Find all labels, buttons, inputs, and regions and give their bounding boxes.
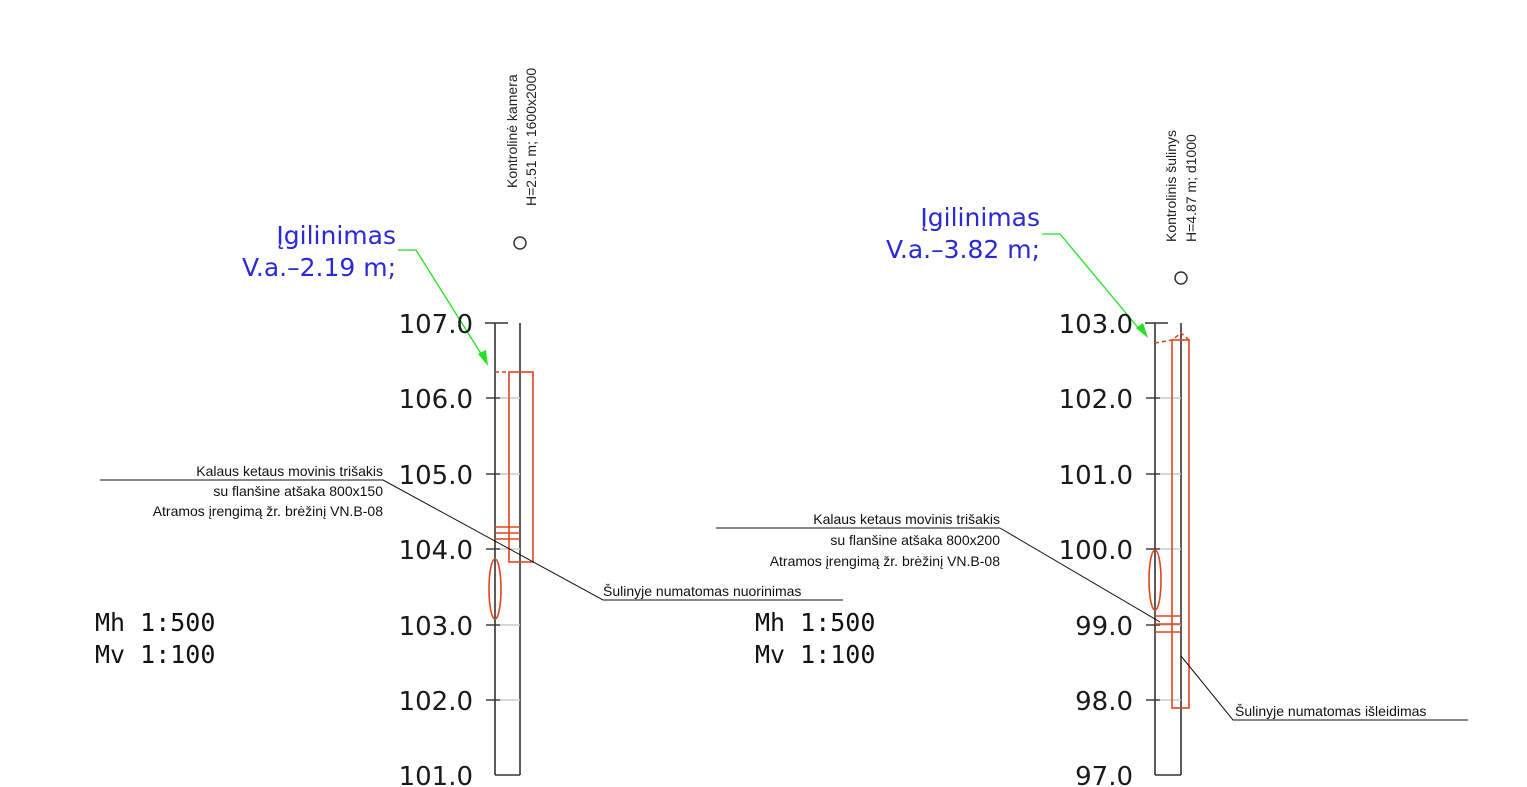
left-tick-label: 104.0	[399, 536, 473, 566]
left-leader-line	[398, 249, 486, 361]
right-deepening-label: Įgilinimas	[920, 203, 1040, 232]
left-note-line2: su flanšine atšaka 800x150	[213, 483, 383, 499]
right-leader-line	[1042, 233, 1141, 331]
right-note-line1: Kalaus ketaus movinis trišakis	[813, 511, 1000, 527]
left-title-line2: H=2.51 m; 1600x2000	[523, 68, 539, 206]
right-tick-label: 100.0	[1059, 536, 1133, 566]
right-leader-arrowhead	[1136, 323, 1148, 338]
right-ground-dashed	[1154, 331, 1190, 344]
right-tick-label: 97.0	[1075, 762, 1133, 787]
left-deepening-value: V.a.–2.19 m;	[242, 253, 396, 282]
left-tick-label: 101.0	[399, 762, 473, 787]
right-tick-label: 102.0	[1059, 385, 1133, 415]
left-tick-label: 103.0	[399, 612, 473, 642]
left-pipe-ellipse	[488, 558, 502, 620]
left-deepening-label: Įgilinimas	[276, 221, 396, 250]
right-title-line2: H=4.87 m; d1000	[1183, 134, 1199, 242]
right-outlet-leader	[1180, 655, 1468, 721]
right-pipe-ellipse	[1148, 549, 1162, 611]
right-title-line1: Kontrolinis šulinys	[1163, 130, 1179, 242]
right-tick-label: 101.0	[1059, 461, 1133, 491]
right-outlet-note: Šulinyje numatomas išleidimas	[1235, 703, 1426, 719]
right-tick-label: 98.0	[1075, 687, 1133, 717]
left-outlet-note: Šulinyje numatomas nuorinimas	[603, 583, 801, 599]
left-tick-label: 105.0	[399, 461, 473, 491]
left-title-line1: Kontrolinė kamera	[504, 74, 520, 188]
left-tick-group	[486, 397, 520, 701]
right-deepening-value: V.a.–3.82 m;	[886, 235, 1040, 264]
right-manhole-symbol	[1174, 271, 1188, 285]
left-profile: Kontrolinė kamera H=2.51 m; 1600x2000 Įg…	[95, 68, 843, 787]
left-tick-label: 107.0	[399, 310, 473, 340]
left-note-leader	[382, 479, 843, 601]
right-note-line2: su flanšine atšaka 800x200	[830, 532, 1000, 548]
right-tick-label: 99.0	[1075, 612, 1133, 642]
left-leader-arrowhead	[478, 350, 488, 366]
left-chamber-rect	[508, 371, 534, 563]
left-manhole-symbol	[513, 236, 527, 250]
left-scale-h: Mh 1:500	[95, 608, 215, 637]
right-chamber-rect	[1171, 339, 1190, 709]
right-profile: Kontrolinis šulinys H=4.87 m; d1000 Įgil…	[716, 130, 1468, 787]
right-note-line3: Atramos įrengimą žr. brėžinį VN.B-08	[770, 553, 1001, 569]
left-tick-label: 102.0	[399, 687, 473, 717]
left-note-line1: Kalaus ketaus movinis trišakis	[196, 463, 383, 479]
left-tick-label: 106.0	[399, 385, 473, 415]
left-scale-v: Mv 1:100	[95, 640, 215, 669]
left-note-line3: Atramos įrengimą žr. brėžinį VN.B-08	[153, 503, 384, 519]
right-tick-label: 103.0	[1059, 310, 1133, 340]
right-note-leader	[999, 527, 1161, 623]
right-tick-group	[1146, 397, 1181, 701]
mid-scale-h: Mh 1:500	[755, 608, 875, 637]
mid-scale-v: Mv 1:100	[755, 640, 875, 669]
